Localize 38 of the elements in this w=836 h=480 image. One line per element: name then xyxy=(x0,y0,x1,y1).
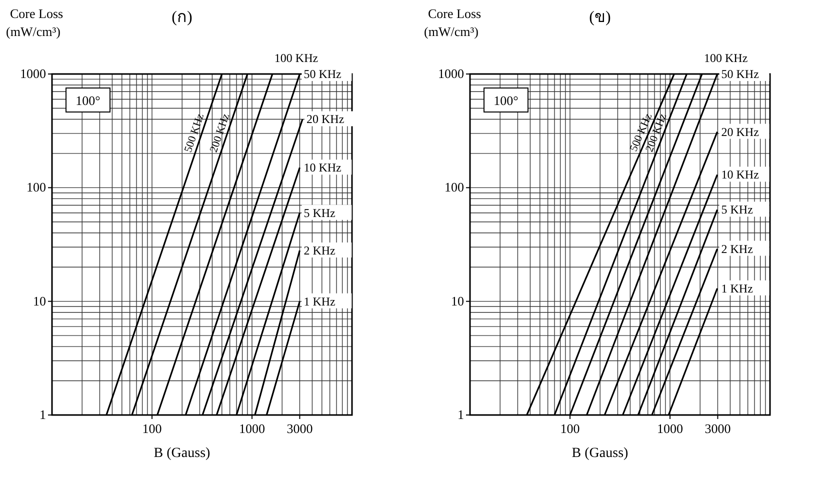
chart-title: (ข) xyxy=(589,9,611,26)
series-label: 2 KHz xyxy=(721,242,753,256)
annotation: 100° xyxy=(494,93,518,108)
y-tick-label: 1000 xyxy=(20,66,46,81)
x-tick-label: 3000 xyxy=(704,421,731,436)
text: 500 KHz xyxy=(182,112,207,154)
series-label: 2 KHz xyxy=(304,244,336,258)
text: 200 KHz xyxy=(208,112,232,154)
y-tick-label: 100 xyxy=(444,180,464,195)
series-label: 1 KHz xyxy=(721,281,753,296)
series-label: 50 KHz xyxy=(304,67,342,81)
x-tick-label: 100 xyxy=(560,421,580,436)
series-label: 1 KHz xyxy=(304,294,336,308)
series-label: 20 KHz xyxy=(306,112,344,126)
y-tick-label: 10 xyxy=(33,293,46,308)
series-label: 10 KHz xyxy=(721,168,759,182)
y-axis-title: Core Loss (mW/cm³) xyxy=(424,6,482,39)
x-tick-label: 1000 xyxy=(657,421,683,436)
series-label: 100 KHz xyxy=(274,51,318,65)
series-label: 50 KHz xyxy=(721,67,759,81)
x-tick-label: 1000 xyxy=(239,421,265,436)
y-tick-label: 1 xyxy=(40,407,46,422)
series-label: 100 KHz xyxy=(704,51,748,65)
annotation: 100° xyxy=(76,93,100,108)
y-tick-label: 100 xyxy=(26,180,46,195)
series-label: 10 KHz xyxy=(304,160,342,175)
y-tick-label: 10 xyxy=(451,293,464,308)
x-tick-label: 100 xyxy=(142,421,162,436)
y-tick-label: 1 xyxy=(458,407,464,422)
chart-title: (ก) xyxy=(172,9,192,26)
x-axis-title: B (Gauss) xyxy=(154,446,211,461)
series-label: 20 KHz xyxy=(721,124,759,139)
series-label: 5 KHz xyxy=(304,206,336,220)
x-tick-label: 3000 xyxy=(286,421,313,436)
x-axis-title: B (Gauss) xyxy=(572,446,629,461)
y-tick-label: 1000 xyxy=(438,66,464,81)
y-axis-title: Core Loss (mW/cm³) xyxy=(6,6,64,39)
series-label: 5 KHz xyxy=(721,202,753,217)
